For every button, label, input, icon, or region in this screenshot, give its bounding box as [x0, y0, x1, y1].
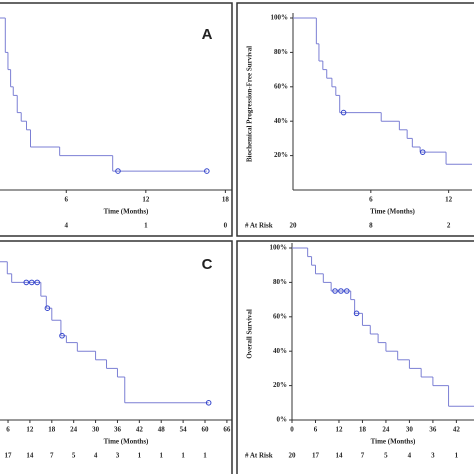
x-tick-label: 18 [359, 426, 367, 434]
x-tick-label: 12 [335, 426, 343, 434]
at-risk-count: 14 [335, 452, 343, 460]
y-tick-label: 0% [277, 416, 288, 424]
at-risk-count: 5 [384, 452, 388, 460]
at-risk-count: 1 [181, 452, 185, 460]
at-risk-count: 2 [447, 222, 451, 230]
x-tick-label: 18 [222, 196, 230, 204]
panel-frame [236, 2, 474, 237]
y-tick-label: 100% [270, 244, 288, 252]
censor-mark [28, 279, 35, 286]
at-risk-count: 1 [159, 452, 163, 460]
at-risk-count: 3 [116, 452, 120, 460]
censor-mark [205, 400, 212, 406]
censor-mark [204, 168, 210, 174]
y-tick-label: 100% [271, 14, 289, 22]
y-tick-label: 80% [274, 48, 288, 56]
censor-mark [59, 332, 65, 339]
at-risk-count: 4 [65, 222, 69, 230]
at-risk-count: 17 [5, 452, 13, 460]
x-tick-label: 0 [290, 426, 294, 434]
x-tick-label: 36 [114, 426, 122, 434]
at-risk-label: # At Risk [245, 222, 273, 230]
censor-mark [23, 279, 30, 286]
censor-mark [44, 305, 51, 312]
x-tick-label: 18 [48, 426, 56, 434]
censor-mark [34, 279, 41, 286]
at-risk-count: 20 [290, 222, 298, 230]
x-tick-label: 6 [314, 426, 318, 434]
x-axis-label: Time (Months) [371, 438, 416, 446]
censor-mark [332, 288, 338, 294]
y-axis-label: Overall Survival [246, 309, 254, 359]
x-tick-label: 42 [136, 426, 144, 434]
x-axis-label: Time (Months) [370, 208, 415, 216]
y-tick-label: 20% [274, 151, 288, 159]
y-axis-label: Biochemical Progression-Free Survival [246, 46, 254, 162]
x-tick-label: 30 [406, 426, 414, 434]
at-risk-count: 1 [138, 452, 142, 460]
at-risk-count: 20 [289, 452, 297, 460]
x-tick-label: 42 [453, 426, 461, 434]
at-risk-count: 14 [26, 452, 34, 460]
at-risk-count: 7 [361, 452, 365, 460]
x-tick-label: 36 [429, 426, 437, 434]
x-tick-label: 54 [180, 426, 188, 434]
censor-mark [353, 310, 360, 317]
at-risk-count: 0 [224, 222, 228, 230]
panel-label: A [202, 26, 213, 43]
x-tick-label: 24 [382, 426, 390, 434]
y-tick-label: 60% [274, 82, 288, 90]
x-axis-label: Time (Months) [104, 208, 149, 216]
at-risk-count: 8 [369, 222, 373, 230]
x-tick-label: 6 [6, 426, 10, 434]
x-tick-label: 48 [158, 426, 166, 434]
x-tick-label: 66 [223, 426, 231, 434]
x-tick-label: 30 [92, 426, 100, 434]
at-risk-count: 7 [50, 452, 54, 460]
y-tick-label: 40% [274, 117, 288, 125]
panel-label: C [202, 256, 213, 273]
at-risk-count: 5 [72, 452, 76, 460]
panel-frame [0, 240, 233, 474]
x-tick-label: 6 [65, 196, 69, 204]
at-risk-label: # At Risk [245, 452, 273, 460]
x-tick-label: 12 [26, 426, 34, 434]
censor-mark [343, 288, 350, 294]
at-risk-count: 3 [431, 452, 435, 460]
y-tick-label: 20% [273, 381, 287, 389]
x-axis-label: Time (Months) [104, 438, 149, 446]
censor-mark [340, 109, 347, 116]
x-tick-label: 12 [445, 196, 453, 204]
x-tick-label: 12 [142, 196, 150, 204]
at-risk-count: 1 [455, 452, 459, 460]
at-risk-count: 1 [203, 452, 207, 460]
panel-frame [0, 2, 233, 237]
x-tick-label: 6 [369, 196, 373, 204]
at-risk-count: 17 [312, 452, 320, 460]
censor-mark [419, 149, 426, 155]
y-tick-label: 80% [273, 278, 287, 286]
at-risk-count: 1 [144, 222, 148, 230]
panel-frame [236, 240, 474, 474]
censor-mark [338, 288, 344, 294]
x-tick-label: 60 [202, 426, 210, 434]
at-risk-count: 4 [408, 452, 412, 460]
at-risk-count: 4 [94, 452, 98, 460]
censor-mark [115, 168, 121, 174]
y-tick-label: 60% [273, 312, 287, 320]
x-tick-label: 24 [70, 426, 78, 434]
y-tick-label: 40% [273, 347, 287, 355]
